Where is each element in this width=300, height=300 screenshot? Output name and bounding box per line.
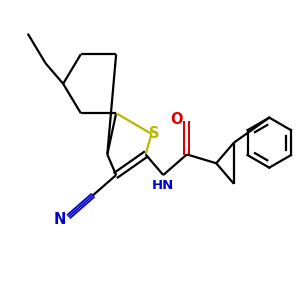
Text: S: S bbox=[148, 126, 159, 141]
Text: N: N bbox=[54, 212, 66, 227]
Text: O: O bbox=[170, 112, 183, 127]
Text: HN: HN bbox=[152, 179, 174, 192]
